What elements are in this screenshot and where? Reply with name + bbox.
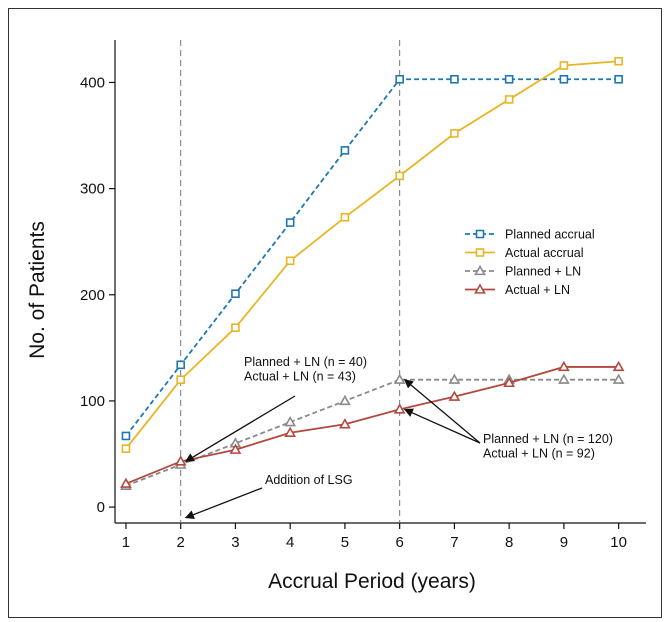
data-point <box>231 323 240 332</box>
data-point <box>395 171 404 181</box>
data-point <box>176 360 185 370</box>
legend-marker <box>475 248 485 257</box>
data-point <box>450 129 459 138</box>
x-tick-label: 5 <box>341 534 349 551</box>
series-planned-accrual <box>121 74 623 441</box>
y-tick-label: 0 <box>97 499 105 516</box>
data-point <box>450 74 459 84</box>
data-point <box>614 56 623 66</box>
x-tick-label: 4 <box>286 534 294 551</box>
annotation-arrow <box>184 395 296 462</box>
annotation-arrow <box>184 487 263 519</box>
data-point <box>448 390 461 401</box>
data-point <box>559 74 569 84</box>
data-point <box>339 394 351 406</box>
legend-marker <box>474 283 486 294</box>
series-line <box>125 366 619 485</box>
x-axis-title: Accrual Period (years) <box>268 570 476 593</box>
x-tick-label: 10 <box>610 534 627 551</box>
series-actual-accrual <box>121 56 623 453</box>
data-point <box>121 431 131 441</box>
series-line <box>125 378 619 487</box>
series-line <box>125 78 619 437</box>
x-tick-label: 2 <box>177 534 185 551</box>
data-point <box>393 373 406 384</box>
data-point <box>120 477 132 488</box>
series-actual-ln <box>120 360 625 488</box>
data-point <box>121 444 131 453</box>
data-point <box>284 426 297 437</box>
annotation-text: Actual + LN (n = 92) <box>483 447 595 461</box>
annotation-text: Planned + LN (n = 40) <box>244 355 367 369</box>
y-axis-title: No. of Patients <box>26 221 49 359</box>
data-point <box>174 455 187 466</box>
data-point <box>340 212 350 222</box>
data-point <box>558 360 570 372</box>
data-point <box>285 218 295 227</box>
data-point <box>612 360 625 372</box>
data-point <box>284 416 297 427</box>
x-tick-label: 9 <box>560 534 568 551</box>
y-tick-label: 300 <box>80 181 105 198</box>
legend-label: Actual + LN <box>505 283 570 297</box>
x-tick-label: 3 <box>231 534 239 551</box>
x-tick-label: 7 <box>450 534 458 551</box>
x-tick-label: 1 <box>122 534 130 551</box>
data-point <box>614 74 623 84</box>
data-point <box>176 375 185 384</box>
data-point <box>558 373 570 384</box>
y-tick-label: 100 <box>80 393 105 410</box>
data-point <box>340 146 350 155</box>
annotation-text: Actual + LN (n = 43) <box>244 370 356 384</box>
data-point <box>448 373 461 384</box>
data-point <box>559 61 569 70</box>
data-point <box>339 418 351 429</box>
data-point <box>231 289 240 299</box>
data-point <box>393 403 406 414</box>
legend-label: Actual accrual <box>505 246 584 260</box>
annotation-text: Planned + LN (n = 120) <box>483 432 613 446</box>
x-tick-label: 6 <box>395 534 403 551</box>
data-point <box>612 373 625 384</box>
data-point <box>285 256 295 266</box>
series-line <box>125 60 619 450</box>
legend-marker <box>474 264 486 276</box>
x-tick-label: 8 <box>505 534 513 551</box>
y-tick-label: 400 <box>80 74 105 91</box>
data-point <box>229 443 242 454</box>
data-point <box>503 376 516 388</box>
data-point <box>504 74 514 84</box>
data-point <box>395 74 404 84</box>
legend-marker <box>475 229 485 239</box>
annotation-arrow <box>403 379 481 444</box>
annotation-text: Addition of LSG <box>265 473 353 487</box>
data-point <box>504 95 514 104</box>
legend-label: Planned + LN <box>505 265 581 279</box>
chart-frame <box>8 8 662 618</box>
y-tick-label: 200 <box>80 287 105 304</box>
annotation-arrow <box>403 408 481 444</box>
legend-label: Planned accrual <box>505 228 595 242</box>
